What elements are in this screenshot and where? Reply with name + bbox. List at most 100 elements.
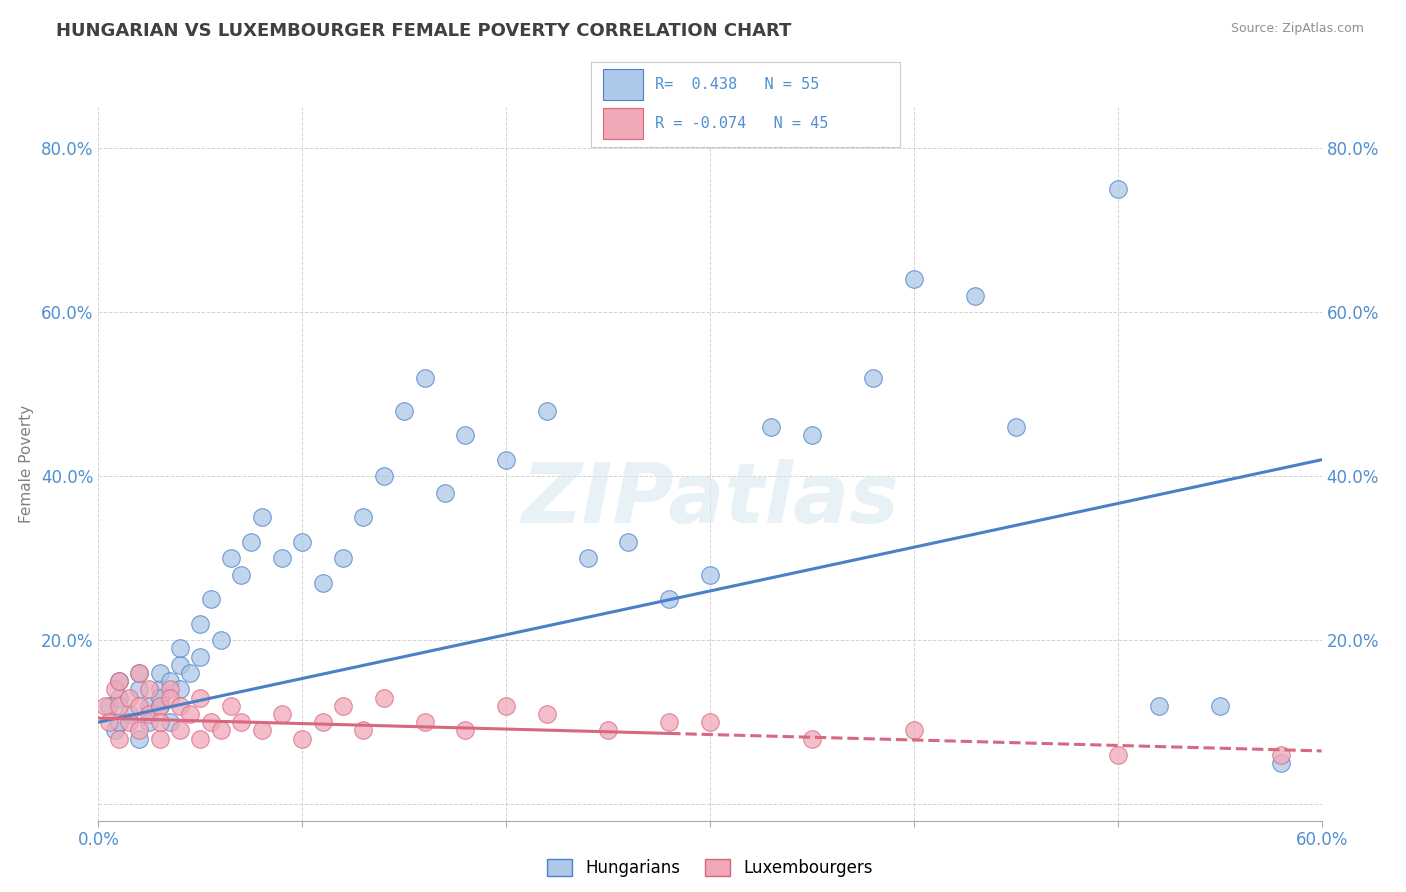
Point bbox=[188, 731, 212, 746]
Point bbox=[108, 674, 131, 689]
Point bbox=[352, 723, 374, 738]
Point bbox=[209, 633, 232, 648]
Point bbox=[138, 706, 160, 721]
Point bbox=[1209, 698, 1232, 713]
Point bbox=[169, 641, 191, 656]
Point bbox=[138, 698, 160, 713]
Point bbox=[454, 428, 477, 442]
Point bbox=[159, 674, 181, 689]
Point bbox=[536, 403, 558, 417]
Point bbox=[104, 723, 127, 738]
Bar bbox=[603, 108, 643, 139]
Point bbox=[903, 723, 925, 738]
Point bbox=[179, 706, 201, 721]
Point bbox=[536, 706, 558, 721]
Point bbox=[250, 723, 273, 738]
Point bbox=[965, 288, 987, 302]
Y-axis label: Female Poverty: Female Poverty bbox=[20, 405, 34, 523]
Point bbox=[128, 731, 150, 746]
Point bbox=[128, 665, 150, 680]
Point bbox=[862, 370, 884, 384]
Point bbox=[149, 665, 172, 680]
Point bbox=[104, 682, 127, 697]
Point bbox=[434, 485, 457, 500]
Point bbox=[270, 551, 294, 566]
Point bbox=[699, 715, 721, 730]
Point bbox=[159, 715, 181, 730]
Point bbox=[149, 715, 172, 730]
Point bbox=[128, 665, 150, 680]
Point bbox=[128, 723, 150, 738]
Point bbox=[209, 723, 232, 738]
Point bbox=[352, 510, 374, 524]
Point bbox=[1270, 756, 1292, 771]
Point bbox=[413, 370, 436, 384]
Point bbox=[1107, 182, 1129, 196]
Point bbox=[1004, 420, 1026, 434]
Bar bbox=[603, 70, 643, 100]
Point bbox=[231, 567, 253, 582]
Point bbox=[1270, 747, 1292, 762]
Point bbox=[598, 723, 620, 738]
Point bbox=[200, 592, 222, 607]
Point bbox=[159, 682, 181, 697]
Point bbox=[312, 715, 335, 730]
Point bbox=[169, 723, 191, 738]
Point bbox=[138, 682, 160, 697]
Point bbox=[1147, 698, 1170, 713]
Point bbox=[108, 715, 131, 730]
Point bbox=[373, 690, 395, 705]
Point bbox=[617, 534, 640, 549]
Point bbox=[761, 420, 783, 434]
Point bbox=[240, 534, 263, 549]
Point bbox=[169, 682, 191, 697]
Point bbox=[903, 272, 925, 286]
Point bbox=[118, 715, 141, 730]
Point bbox=[188, 616, 212, 631]
Point bbox=[392, 403, 416, 417]
Point bbox=[108, 674, 131, 689]
Point bbox=[149, 698, 172, 713]
Legend: Hungarians, Luxembourgers: Hungarians, Luxembourgers bbox=[540, 852, 880, 884]
Text: R=  0.438   N = 55: R= 0.438 N = 55 bbox=[655, 77, 820, 92]
Point bbox=[149, 698, 172, 713]
Point bbox=[576, 551, 599, 566]
Point bbox=[495, 452, 517, 467]
Point bbox=[93, 698, 115, 713]
Point bbox=[108, 698, 131, 713]
Point bbox=[250, 510, 273, 524]
Point bbox=[658, 715, 681, 730]
Point bbox=[1107, 747, 1129, 762]
Point bbox=[291, 534, 314, 549]
Point bbox=[219, 698, 242, 713]
Point bbox=[188, 690, 212, 705]
Point bbox=[179, 665, 201, 680]
Point bbox=[108, 731, 131, 746]
Point bbox=[270, 706, 294, 721]
Text: ZIPatlas: ZIPatlas bbox=[522, 459, 898, 540]
Point bbox=[188, 649, 212, 664]
Point bbox=[658, 592, 681, 607]
Point bbox=[169, 657, 191, 672]
Point bbox=[169, 698, 191, 713]
Point bbox=[454, 723, 477, 738]
Point bbox=[699, 567, 721, 582]
Point bbox=[332, 551, 354, 566]
Point bbox=[108, 690, 131, 705]
Text: HUNGARIAN VS LUXEMBOURGER FEMALE POVERTY CORRELATION CHART: HUNGARIAN VS LUXEMBOURGER FEMALE POVERTY… bbox=[56, 22, 792, 40]
Point bbox=[149, 690, 172, 705]
Point bbox=[200, 715, 222, 730]
Point bbox=[118, 706, 141, 721]
Point bbox=[149, 731, 172, 746]
Point bbox=[138, 715, 160, 730]
Text: R = -0.074   N = 45: R = -0.074 N = 45 bbox=[655, 116, 830, 131]
Point bbox=[373, 469, 395, 483]
Point bbox=[97, 715, 120, 730]
Point bbox=[801, 428, 824, 442]
Point bbox=[97, 698, 120, 713]
Point bbox=[128, 698, 150, 713]
Point bbox=[332, 698, 354, 713]
Point bbox=[149, 682, 172, 697]
Point bbox=[128, 682, 150, 697]
Point bbox=[312, 575, 335, 590]
